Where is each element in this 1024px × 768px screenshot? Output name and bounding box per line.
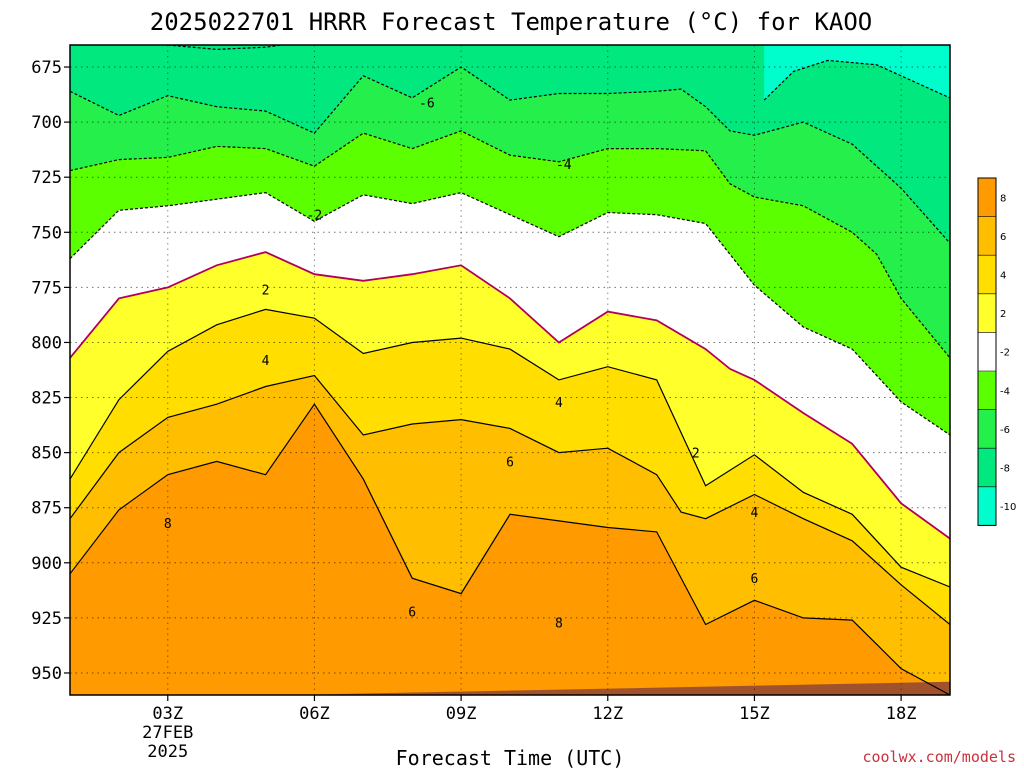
isotherm-label: 8 <box>555 616 563 631</box>
isotherm-label: 2 <box>262 284 270 299</box>
legend-label: 8 <box>1000 193 1006 204</box>
x-tick-sublabel: 27FEB <box>142 723 193 743</box>
y-tick-label: 825 <box>31 389 62 409</box>
fill-band--6 <box>70 45 950 244</box>
grid <box>70 45 950 695</box>
ground-layer <box>70 681 950 695</box>
isotherm-label: 4 <box>262 354 270 369</box>
y-tick-label: 900 <box>31 554 62 574</box>
x-tick-label: 06Z <box>299 704 330 724</box>
isotherm-label: -6 <box>419 96 435 111</box>
isotherm-line-4 <box>70 308 950 588</box>
legend-label: -2 <box>1000 348 1010 359</box>
legend-label: -6 <box>1000 425 1010 436</box>
fill-band-coldest <box>764 45 950 101</box>
color-legend: 8 6 4 2 -2 -4 -6 -8 -10 <box>977 177 1016 526</box>
plot-frame <box>69 44 951 696</box>
isotherm-label: 8 <box>164 517 172 532</box>
isotherm-line-8 <box>70 403 950 695</box>
y-tick-label: 800 <box>31 333 62 353</box>
chart-title: 2025022701 HRRR Forecast Temperature (°C… <box>150 8 872 36</box>
x-tick-sublabel: 2025 <box>147 742 188 762</box>
legend-swatch <box>978 486 996 526</box>
isotherm-line--2 <box>70 191 950 436</box>
isotherm-label: 4 <box>751 506 759 521</box>
legend-label: -8 <box>1000 464 1010 475</box>
y-tick-label: 875 <box>31 499 62 519</box>
legend-swatch <box>978 293 996 333</box>
y-tick-label: 675 <box>31 58 62 78</box>
isotherm-label: 6 <box>506 455 514 470</box>
y-axis-ticks: 675 700 725 750 775 800 825 850 875 900 925 950 <box>31 58 70 684</box>
x-axis-label: Forecast Time (UTC) <box>396 746 625 768</box>
isotherm-line--4 <box>70 130 950 359</box>
isotherm-label: -4 <box>556 158 572 173</box>
legend-swatch <box>978 332 996 371</box>
isotherm-line-6 <box>70 374 950 625</box>
legend-swatch <box>978 178 996 217</box>
isotherm-labels: -6 -4 -2 2 4 4 2 4 6 6 6 8 8 <box>164 96 759 631</box>
isotherm-label: 2 <box>692 447 700 462</box>
x-tick-label: 03Z <box>152 704 183 724</box>
isotherm-line-2 <box>70 251 950 540</box>
ground-fill <box>70 681 950 695</box>
isotherm-lines <box>70 45 950 695</box>
y-tick-label: 925 <box>31 609 62 629</box>
legend-label: -4 <box>1000 386 1010 397</box>
legend-label: 6 <box>1000 232 1006 243</box>
legend-swatch <box>978 216 996 256</box>
legend-swatch <box>978 409 996 449</box>
y-tick-label: 750 <box>31 223 62 243</box>
legend-label: -10 <box>1000 502 1016 513</box>
y-tick-label: 775 <box>31 278 62 298</box>
y-tick-label: 850 <box>31 444 62 464</box>
isotherm-label: 4 <box>555 396 563 411</box>
temperature-fill-layers <box>70 45 950 695</box>
legend-swatch <box>978 448 996 487</box>
isotherm-label: 6 <box>408 605 416 620</box>
legend-label: 2 <box>1000 309 1006 320</box>
y-tick-label: 700 <box>31 113 62 133</box>
credit-text: coolwx.com/models <box>862 748 1016 766</box>
isotherm-line--6 <box>70 66 950 244</box>
isotherm-line--10 <box>763 59 950 101</box>
x-tick-label: 15Z <box>739 704 770 724</box>
legend-label: 4 <box>1000 271 1006 282</box>
x-tick-label: 09Z <box>446 704 477 724</box>
legend-swatch <box>978 371 996 410</box>
x-tick-label: 18Z <box>886 704 917 724</box>
legend-swatch <box>978 255 996 294</box>
isotherm-label: -2 <box>307 209 323 224</box>
x-tick-label: 12Z <box>592 704 623 724</box>
y-tick-label: 950 <box>31 664 62 684</box>
y-tick-label: 725 <box>31 168 62 188</box>
isotherm-label: 6 <box>751 572 759 587</box>
